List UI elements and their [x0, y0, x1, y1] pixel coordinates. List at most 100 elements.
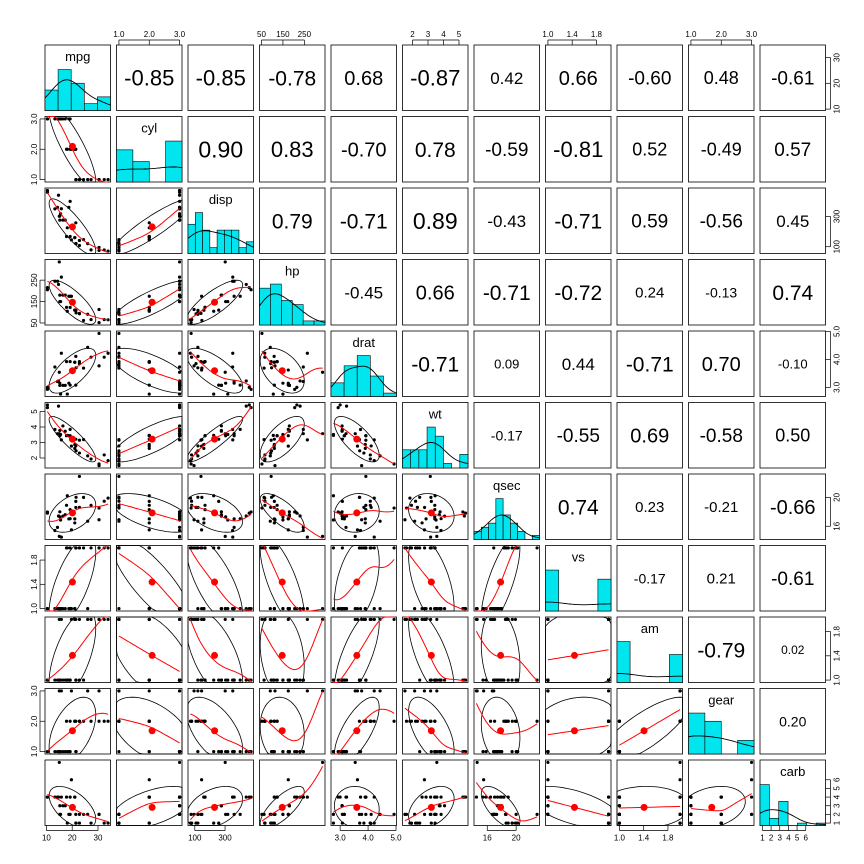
correlation-ellipse [616, 786, 683, 826]
right-axis-label-mpg: 10 [833, 104, 842, 113]
scatter-point [340, 546, 344, 550]
scatter-point [281, 749, 285, 754]
scatter-point [689, 795, 693, 799]
scatter-point [212, 678, 216, 682]
scatter-point [177, 427, 182, 432]
histogram-bar-cyl [132, 161, 150, 183]
scatter-point [244, 678, 248, 682]
bottom-axis-label-carb: 4 [786, 834, 791, 843]
scatter-point [106, 177, 110, 182]
scatter-point [363, 517, 367, 521]
scatter-point [357, 812, 362, 817]
correlation-value-disp-gear: -0.56 [700, 212, 743, 233]
scatter-point [273, 689, 277, 693]
correlation-value-drat-gear: 0.70 [702, 354, 741, 376]
scatter-point [344, 795, 349, 799]
variable-label-hp: hp [285, 264, 299, 279]
correlation-value-drat-am: -0.71 [626, 353, 674, 376]
panel-frame-disp-am [616, 187, 683, 254]
scatter-point [271, 392, 275, 396]
panel-frame-wt-hp [259, 402, 326, 469]
scatter-point [147, 778, 151, 782]
correlation-value-mpg-drat: 0.68 [344, 68, 383, 90]
scatter-point [403, 812, 407, 817]
scatter-point [58, 392, 63, 396]
scatter-point [372, 719, 376, 723]
scatter-point [418, 678, 422, 682]
correlation-value-hp-vs: -0.72 [554, 282, 602, 305]
scatter-point [77, 474, 82, 479]
panel-frame-am-vs [545, 616, 612, 683]
scatter-point [74, 499, 78, 504]
scatter-point [89, 719, 93, 723]
scatter-point [177, 365, 182, 369]
mean-point [68, 578, 76, 586]
scatter-point [272, 617, 276, 622]
scatter-point [272, 606, 276, 611]
scatter-point [219, 383, 223, 388]
scatter-point [106, 496, 110, 500]
scatter-point [223, 606, 227, 611]
scatter-point [286, 368, 290, 372]
scatter-point [293, 387, 297, 391]
scatter-point [546, 804, 550, 808]
scatter-point [678, 821, 682, 825]
scatter-point [232, 432, 236, 436]
scatter-point [102, 177, 106, 182]
scatter-point [74, 505, 78, 510]
scatter-point [74, 821, 78, 825]
scatter-point [433, 812, 437, 817]
mean-point [427, 509, 435, 517]
panel-frame-qsec-am [616, 473, 683, 540]
scatter-point [117, 457, 121, 461]
scatter-point [490, 606, 494, 611]
smooth-line [475, 782, 538, 822]
correlation-ellipse [116, 280, 183, 325]
scatter-point [249, 288, 253, 292]
scatter-point [439, 606, 443, 611]
correlation-value-gear-carb: 0.20 [779, 713, 806, 729]
scatter-point [147, 546, 151, 550]
scatter-point [320, 617, 325, 622]
scatter-point [482, 689, 486, 693]
scatter-point [117, 495, 121, 499]
mean-point [427, 803, 435, 811]
panel-frame-disp-carb [759, 187, 826, 254]
scatter-point [238, 678, 242, 682]
variable-label-vs: vs [572, 550, 586, 565]
scatter-point [200, 368, 204, 372]
smooth-line [619, 805, 681, 809]
scatter-point [147, 749, 151, 754]
scatter-point [298, 678, 302, 682]
correlation-ellipse [333, 545, 380, 612]
scatter-point [147, 528, 151, 532]
mean-point [68, 727, 76, 735]
scatter-point [301, 365, 305, 369]
scatter-point [77, 360, 82, 364]
histogram-bar-hp [259, 287, 271, 326]
panel-frame-qsec-vs [545, 473, 612, 540]
smooth-line [118, 288, 180, 317]
scatter-point [340, 606, 344, 611]
scatter-point [244, 282, 248, 287]
scatter-point [219, 428, 223, 433]
scatter-point [392, 812, 396, 817]
scatter-point [492, 617, 496, 622]
scatter-point [286, 749, 290, 754]
correlation-value-cyl-wt: 0.78 [415, 139, 456, 162]
top-axis-label-wt: 4 [441, 30, 446, 39]
scatter-point [106, 617, 110, 622]
scatter-point [190, 546, 194, 550]
scatter-point [295, 795, 299, 799]
density-line-vs [545, 601, 612, 606]
variable-label-wt: wt [428, 407, 442, 422]
scatter-point [269, 449, 274, 453]
density-line-am [617, 673, 683, 678]
scatter-point [495, 795, 500, 799]
scatter-point [493, 606, 497, 611]
histogram-bar-wt [459, 454, 469, 469]
histogram-bar-am [669, 654, 683, 683]
density-line-wt [402, 442, 469, 465]
scatter-point [355, 689, 360, 693]
scatter-point [678, 795, 682, 799]
